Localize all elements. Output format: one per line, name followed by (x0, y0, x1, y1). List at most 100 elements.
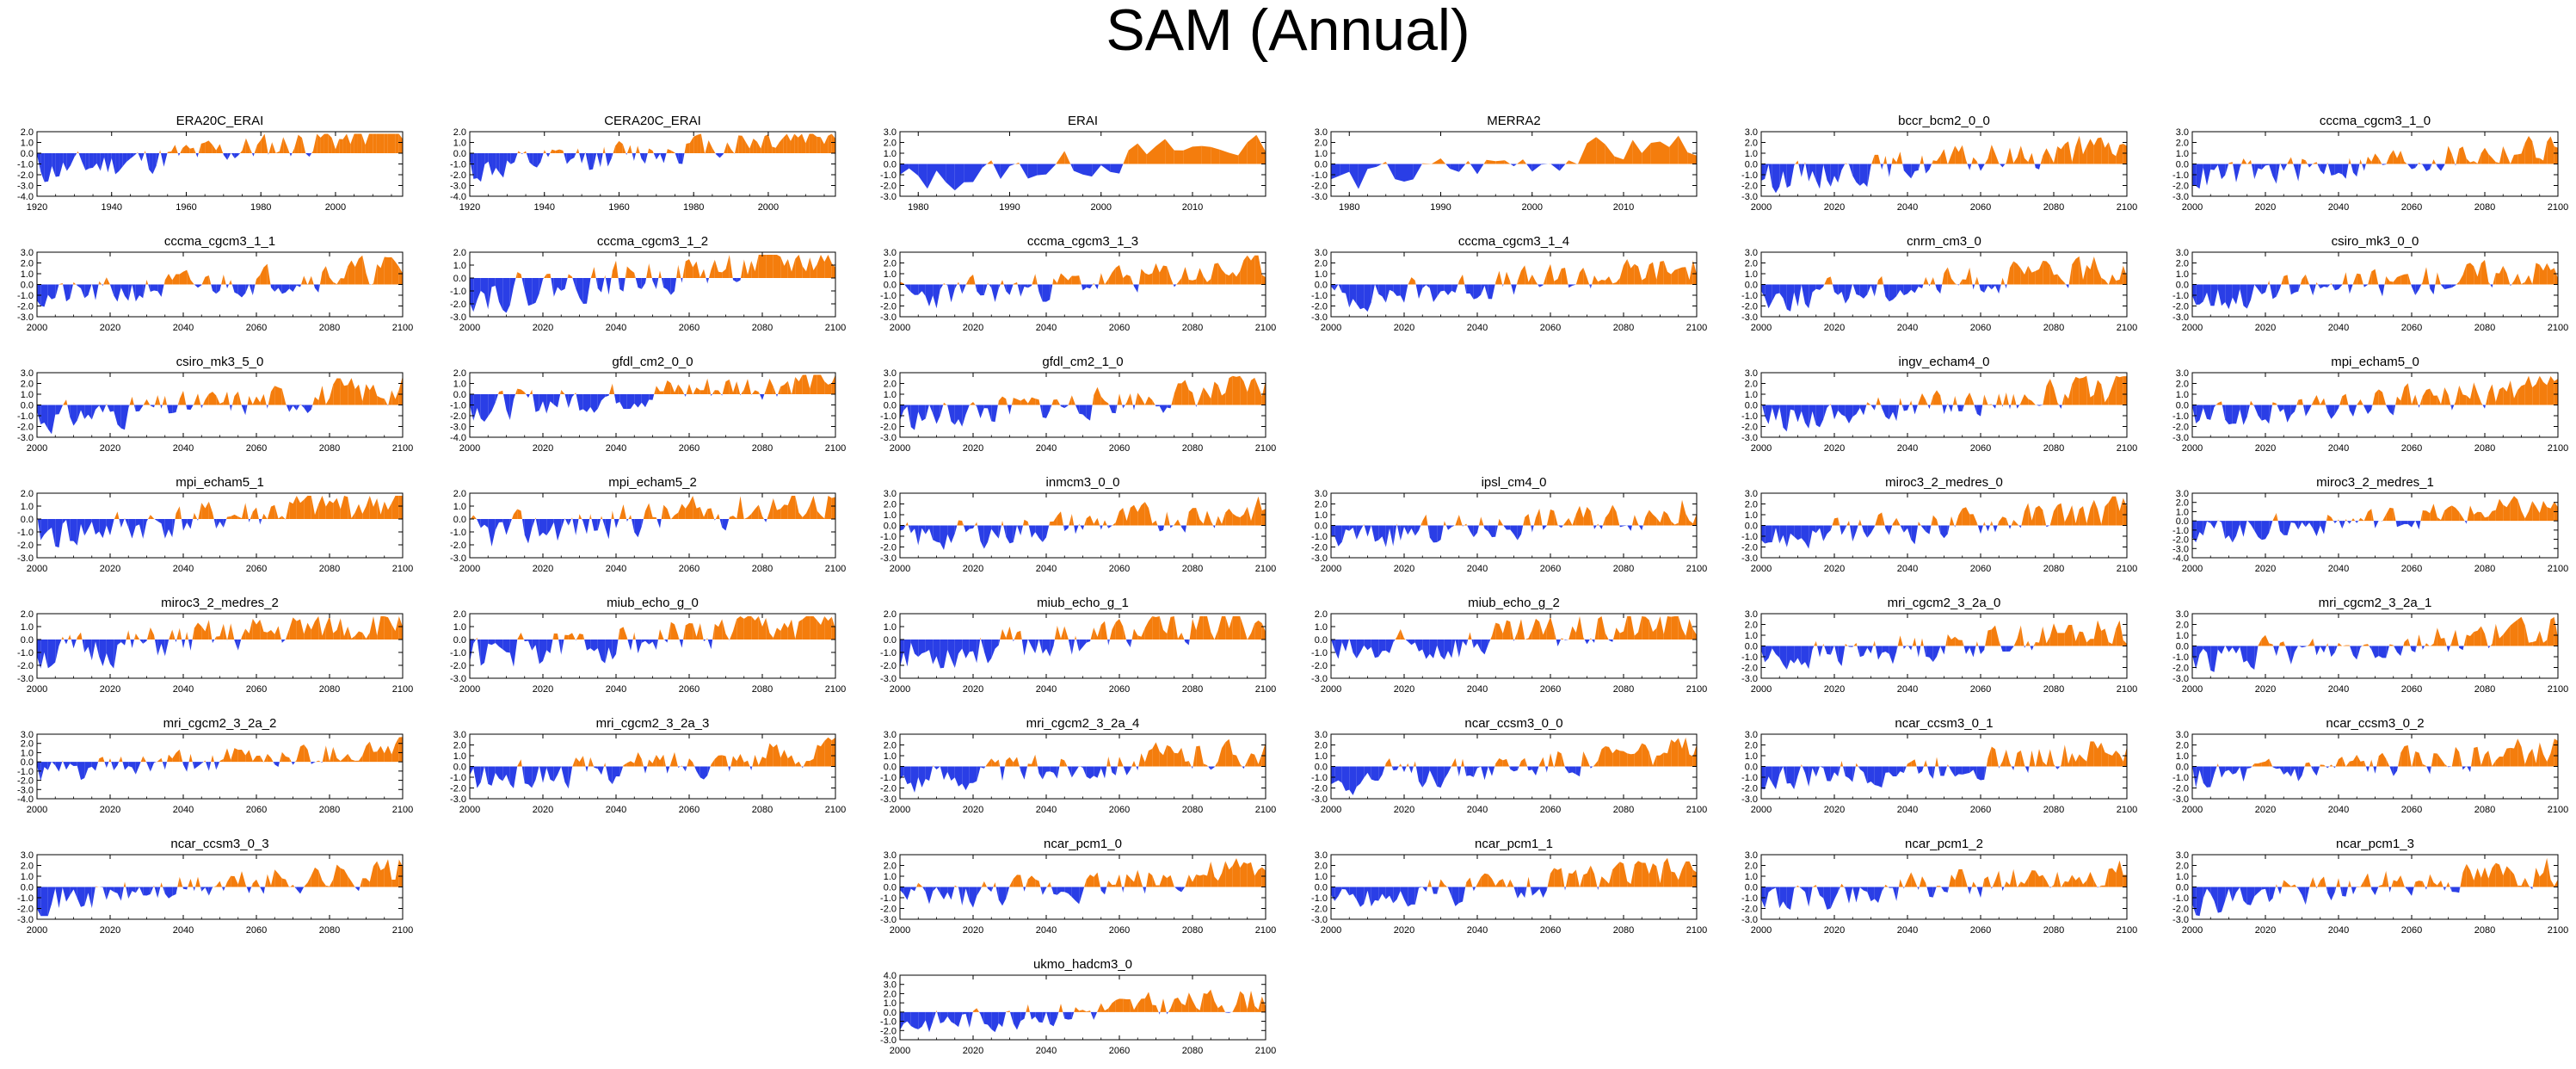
positive-anomaly-area (1481, 516, 1484, 526)
x-tick-label: 2080 (319, 323, 340, 333)
positive-anomaly-area (1521, 619, 1525, 640)
negative-anomaly-area (1360, 640, 1365, 653)
negative-anomaly-area (762, 394, 765, 400)
positive-anomaly-area (336, 378, 341, 405)
positive-anomaly-area (671, 515, 675, 519)
positive-anomaly-area (322, 386, 326, 405)
positive-anomaly-area (543, 150, 545, 153)
positive-anomaly-area (1152, 520, 1156, 526)
negative-anomaly-area (535, 278, 539, 303)
negative-anomaly-area (1794, 405, 1798, 423)
negative-anomaly-area (2280, 405, 2284, 412)
negative-anomaly-area (133, 405, 136, 412)
positive-anomaly-area (2404, 383, 2408, 405)
negative-anomaly-area (528, 640, 533, 651)
positive-anomaly-area (373, 264, 378, 285)
negative-anomaly-area (152, 153, 157, 175)
positive-anomaly-area (2539, 158, 2543, 164)
negative-anomaly-area (2419, 521, 2421, 530)
negative-anomaly-area (488, 278, 492, 310)
positive-anomaly-area (2331, 516, 2334, 522)
negative-anomaly-area (946, 405, 948, 406)
y-tick-label: -3.0 (2172, 312, 2189, 323)
positive-anomaly-area (2316, 394, 2320, 405)
positive-anomaly-area (1497, 518, 1500, 526)
positive-anomaly-area (2098, 269, 2102, 285)
positive-anomaly-area (254, 145, 257, 153)
x-tick-label: 1990 (999, 202, 1020, 213)
positive-anomaly-area (1123, 626, 1126, 640)
positive-anomaly-area (522, 151, 527, 153)
negative-anomaly-area (300, 284, 301, 287)
positive-anomaly-area (1464, 523, 1467, 526)
positive-anomaly-area (1156, 520, 1158, 526)
positive-anomaly-area (2098, 380, 2102, 405)
positive-anomaly-area (2057, 274, 2061, 285)
negative-anomaly-area (67, 405, 71, 417)
negative-anomaly-area (607, 153, 612, 167)
positive-anomaly-area (1174, 519, 1178, 526)
positive-anomaly-area (1521, 265, 1525, 285)
positive-anomaly-area (2418, 163, 2419, 164)
positive-anomaly-area (1663, 510, 1667, 526)
positive-anomaly-area (748, 379, 752, 394)
negative-anomaly-area (506, 519, 510, 535)
positive-anomaly-area (2316, 162, 2318, 164)
negative-anomaly-area (918, 164, 927, 189)
negative-anomaly-area (77, 519, 81, 546)
negative-anomaly-area (2298, 164, 2302, 182)
positive-anomaly-area (1849, 520, 1850, 526)
positive-anomaly-area (2011, 520, 2014, 526)
positive-anomaly-area (1119, 265, 1124, 285)
negative-anomaly-area (1481, 640, 1485, 655)
positive-anomaly-area (2324, 398, 2326, 405)
negative-anomaly-area (532, 640, 536, 651)
positive-anomaly-area (1017, 630, 1021, 640)
negative-anomaly-area (1820, 405, 1824, 428)
negative-anomaly-area (59, 640, 62, 646)
positive-anomaly-area (2543, 141, 2548, 164)
negative-anomaly-area (47, 284, 52, 300)
x-tick-label: 2060 (1109, 684, 1130, 695)
negative-anomaly-area (1419, 284, 1423, 300)
positive-anomaly-area (1642, 277, 1646, 285)
negative-anomaly-area (499, 519, 503, 522)
x-tick-label: 2080 (2474, 323, 2495, 333)
positive-anomaly-area (1261, 380, 1266, 405)
positive-anomaly-area (775, 142, 780, 153)
negative-anomaly-area (1437, 640, 1441, 657)
negative-anomaly-area (608, 640, 613, 660)
positive-anomaly-area (1834, 517, 1839, 526)
positive-anomaly-area (2005, 162, 2006, 164)
negative-anomaly-area (1834, 646, 1839, 661)
negative-anomaly-area (1893, 284, 1897, 300)
y-tick-label: 2.0 (2176, 259, 2189, 269)
positive-anomaly-area (325, 616, 330, 640)
negative-anomaly-area (1590, 284, 1593, 289)
negative-anomaly-area (82, 153, 86, 170)
positive-anomaly-area (1951, 516, 1955, 526)
positive-anomaly-area (2101, 137, 2105, 164)
negative-anomaly-area (197, 153, 199, 158)
positive-anomaly-area (241, 636, 242, 640)
positive-anomaly-area (722, 381, 726, 394)
x-tick-label: 2020 (2255, 323, 2276, 333)
negative-anomaly-area (558, 278, 562, 291)
negative-anomaly-area (1473, 284, 1477, 300)
negative-anomaly-area (1507, 525, 1511, 530)
positive-anomaly-area (2101, 277, 2105, 285)
positive-anomaly-area (2499, 265, 2504, 285)
positive-anomaly-area (160, 150, 161, 153)
y-tick-label: -1.0 (1311, 170, 1328, 181)
negative-anomaly-area (526, 153, 530, 163)
positive-anomaly-area (748, 514, 752, 519)
positive-anomaly-area (2514, 496, 2518, 522)
positive-anomaly-area (1035, 399, 1039, 405)
negative-anomaly-area (652, 278, 656, 290)
negative-anomaly-area (2225, 405, 2229, 425)
positive-anomaly-area (2043, 386, 2047, 405)
positive-anomaly-area (2112, 496, 2117, 526)
negative-anomaly-area (1587, 640, 1590, 645)
positive-anomaly-area (1947, 403, 1949, 405)
